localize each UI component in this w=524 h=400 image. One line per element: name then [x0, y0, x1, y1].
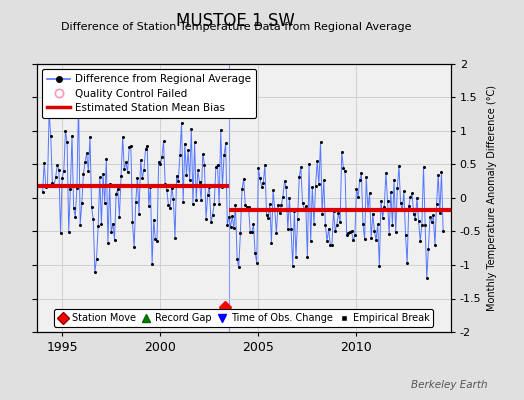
Text: Berkeley Earth: Berkeley Earth: [411, 380, 487, 390]
Text: MUSTOE 1 SW: MUSTOE 1 SW: [177, 12, 295, 30]
Text: Difference of Station Temperature Data from Regional Average: Difference of Station Temperature Data f…: [61, 22, 411, 32]
Legend: Station Move, Record Gap, Time of Obs. Change, Empirical Break: Station Move, Record Gap, Time of Obs. C…: [54, 309, 433, 327]
Y-axis label: Monthly Temperature Anomaly Difference (°C): Monthly Temperature Anomaly Difference (…: [487, 85, 497, 311]
